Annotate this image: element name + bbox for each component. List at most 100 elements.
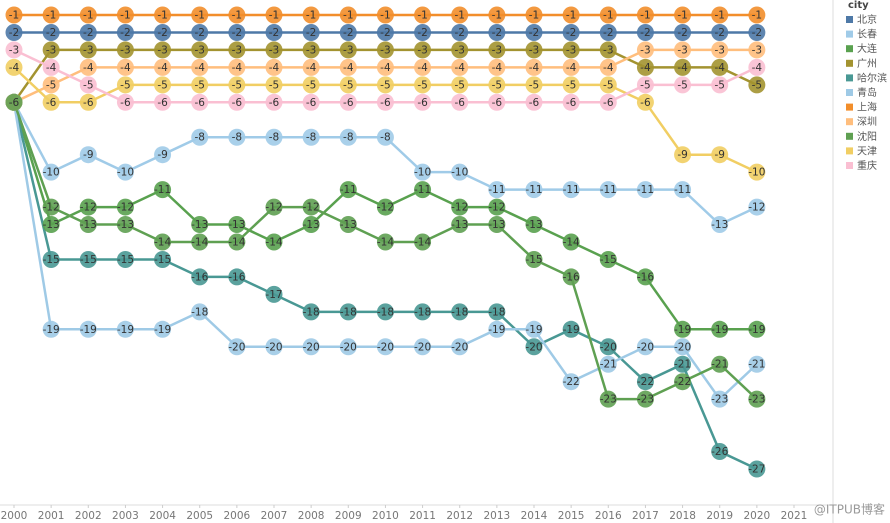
point-label: -2 xyxy=(492,27,502,39)
point-label: -14 xyxy=(154,237,171,249)
point-label: -22 xyxy=(674,376,691,388)
point-label: -5 xyxy=(269,79,279,91)
point-label: -13 xyxy=(451,219,468,231)
point xyxy=(451,93,469,111)
point-label: -3 xyxy=(194,44,204,56)
point-label: -1 xyxy=(529,10,539,22)
point-label: -2 xyxy=(343,27,353,39)
point xyxy=(562,58,580,76)
point-label: -5 xyxy=(640,79,650,91)
x-tick-label: 2010 xyxy=(372,510,399,522)
point xyxy=(228,93,246,111)
point xyxy=(488,320,506,338)
point xyxy=(376,23,394,41)
point-label: -6 xyxy=(603,97,614,109)
point xyxy=(154,41,172,59)
point-label: -2 xyxy=(603,27,613,39)
point xyxy=(42,250,60,268)
point-label: -20 xyxy=(600,341,617,353)
point xyxy=(562,23,580,41)
point-label: -5 xyxy=(157,79,167,91)
point-label: -16 xyxy=(228,271,245,283)
point xyxy=(488,76,506,94)
point-label: -12 xyxy=(451,202,468,214)
point-label: -23 xyxy=(600,394,617,406)
point-label: -3 xyxy=(603,44,613,56)
point-label: -19 xyxy=(674,324,691,336)
point xyxy=(116,23,134,41)
point xyxy=(191,268,209,286)
point xyxy=(488,198,506,216)
point-label: -15 xyxy=(43,254,60,266)
point-label: -3 xyxy=(157,44,167,56)
point-label: -11 xyxy=(674,184,691,196)
point xyxy=(711,443,729,461)
point-label: -1 xyxy=(269,10,279,22)
point xyxy=(302,76,320,94)
point xyxy=(42,198,60,216)
point xyxy=(265,233,283,251)
point-label: -18 xyxy=(488,306,505,318)
point-label: -1 xyxy=(677,10,687,22)
point xyxy=(339,23,357,41)
point xyxy=(228,6,246,24)
x-tick-label: 2001 xyxy=(38,510,65,522)
point xyxy=(42,58,60,76)
point-label: -6 xyxy=(194,97,205,109)
point-label: -4 xyxy=(157,62,168,74)
point xyxy=(414,303,432,321)
point xyxy=(228,233,246,251)
point xyxy=(451,216,469,234)
point-label: -6 xyxy=(417,97,428,109)
point-label: -3 xyxy=(380,44,390,56)
point xyxy=(525,76,543,94)
point-label: -3 xyxy=(9,44,19,56)
point xyxy=(42,163,60,181)
point xyxy=(265,58,283,76)
legend-label: 大连 xyxy=(857,42,877,55)
point xyxy=(562,93,580,111)
point-label: -2 xyxy=(269,27,279,39)
point xyxy=(451,6,469,24)
point-label: -5 xyxy=(603,79,613,91)
point xyxy=(451,163,469,181)
point xyxy=(488,23,506,41)
point-label: -12 xyxy=(303,202,320,214)
point xyxy=(191,303,209,321)
legend-swatch xyxy=(846,147,853,155)
point-label: -14 xyxy=(414,237,431,249)
point xyxy=(414,181,432,199)
point xyxy=(488,216,506,234)
legend-label: 青岛 xyxy=(857,86,877,99)
x-tick-label: 2007 xyxy=(261,510,288,522)
point xyxy=(711,355,729,373)
point-label: -5 xyxy=(343,79,353,91)
point-label: -8 xyxy=(343,132,353,144)
point xyxy=(414,6,432,24)
point xyxy=(525,41,543,59)
point xyxy=(525,320,543,338)
point xyxy=(748,6,766,24)
point xyxy=(488,58,506,76)
point xyxy=(154,181,172,199)
point xyxy=(154,233,172,251)
point-label: -1 xyxy=(566,10,576,22)
point xyxy=(674,181,692,199)
point-label: -12 xyxy=(488,202,505,214)
point xyxy=(562,373,580,391)
point xyxy=(191,233,209,251)
point-label: -13 xyxy=(80,219,97,231)
point xyxy=(228,216,246,234)
point xyxy=(376,58,394,76)
point xyxy=(116,216,134,234)
point-label: -3 xyxy=(306,44,316,56)
point-label: -5 xyxy=(194,79,204,91)
point-label: -18 xyxy=(340,306,357,318)
point-label: -14 xyxy=(191,237,208,249)
point-label: -6 xyxy=(380,97,391,109)
point xyxy=(376,198,394,216)
point-label: -20 xyxy=(414,341,431,353)
legend-label: 沈阳 xyxy=(857,130,877,143)
x-tick-label: 2018 xyxy=(669,510,696,522)
